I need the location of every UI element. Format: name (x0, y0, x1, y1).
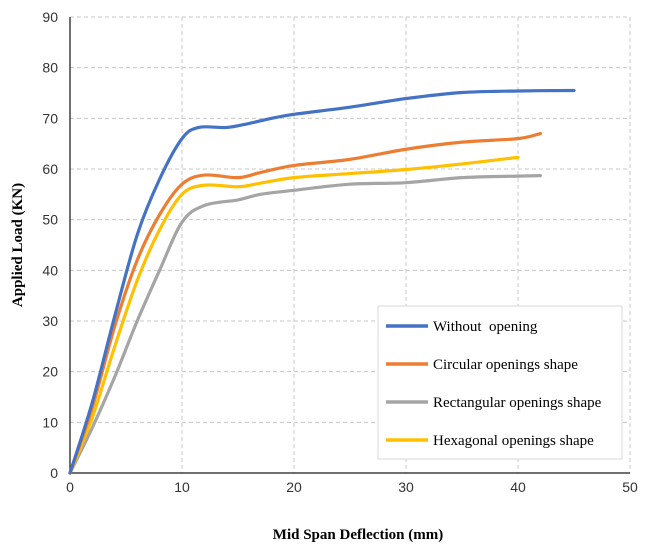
y-tick-label: 10 (42, 414, 58, 430)
y-tick-label: 90 (42, 9, 58, 25)
x-tick-label: 10 (174, 479, 190, 495)
y-tick-label: 30 (42, 313, 58, 329)
legend-box (377, 305, 623, 460)
x-tick-label: 20 (286, 479, 302, 495)
series-line-without-opening (68, 88, 576, 475)
legend-label-circular-openings-shape: Circular openings shape (433, 357, 578, 373)
legend-label-without-opening: Without opening (433, 319, 538, 335)
y-tick-label: 20 (42, 364, 58, 380)
y-tick-label: 0 (50, 465, 58, 481)
y-tick-label: 60 (42, 161, 58, 177)
x-axis-title: Mid Span Deflection (mm) (273, 527, 443, 543)
series-line-rectangular-openings-shape (68, 173, 542, 475)
y-axis-title: Applied Load (KN) (10, 183, 26, 307)
series-line-circular-openings-shape (68, 131, 542, 475)
legend-label-hexagonal-openings-shape: Hexagonal openings shape (433, 433, 594, 449)
x-tick-label: 30 (398, 479, 414, 495)
axes (69, 17, 630, 474)
x-tick-label: 0 (66, 479, 74, 495)
y-tick-label: 70 (42, 110, 58, 126)
x-tick-label: 40 (510, 479, 526, 495)
y-tick-label: 50 (42, 212, 58, 228)
x-tick-label: 50 (622, 479, 638, 495)
legend: Without opening Circular openings shape Re… (377, 305, 623, 460)
y-tick-label: 80 (42, 60, 58, 76)
legend-label-rectangular-openings-shape: Rectangular openings shape (433, 395, 602, 411)
series-lines (68, 88, 576, 475)
series-line-hexagonal-openings-shape (68, 155, 520, 475)
tick-labels: 0 10 20 30 40 50 0 10 20 30 40 50 60 70 80 90 (42, 9, 638, 495)
y-tick-label: 40 (42, 262, 58, 278)
